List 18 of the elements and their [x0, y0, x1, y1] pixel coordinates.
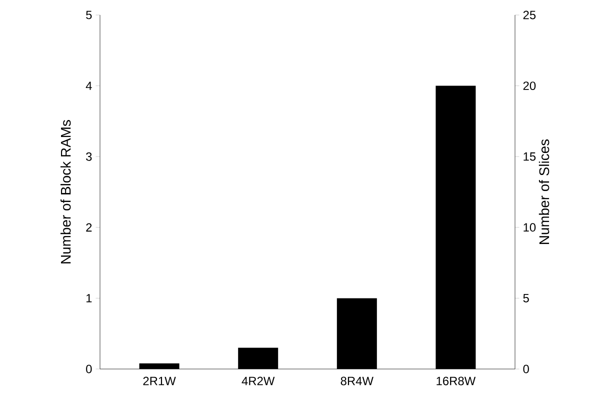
y2-tick-label: 15: [524, 152, 536, 161]
y-tick-label: 0: [86, 364, 92, 374]
y-axis-title: Number of Block RAMs: [60, 120, 71, 264]
x-tick-label: 16R8W: [436, 376, 476, 386]
y-tick-label: 4: [86, 82, 92, 90]
y-tick-label: 3: [86, 152, 92, 161]
x-tick-label: 2R1W: [143, 376, 176, 386]
y2-tick-label: 5: [523, 294, 529, 302]
y2-axis-title: Number of Slices: [538, 139, 550, 244]
y2-tick-label: 10: [524, 223, 536, 232]
y2-tick-label: 25: [523, 10, 536, 20]
x-tick-label: 8R4W: [340, 376, 374, 386]
x-tick-label: 4R2W: [242, 376, 275, 386]
y2-tick-label: 0: [523, 364, 529, 374]
y-tick-label: 2: [86, 223, 92, 232]
y2-tick-label: 20: [523, 82, 536, 90]
y-tick-label: 5: [86, 10, 92, 20]
y-tick-label: 1: [86, 294, 92, 302]
